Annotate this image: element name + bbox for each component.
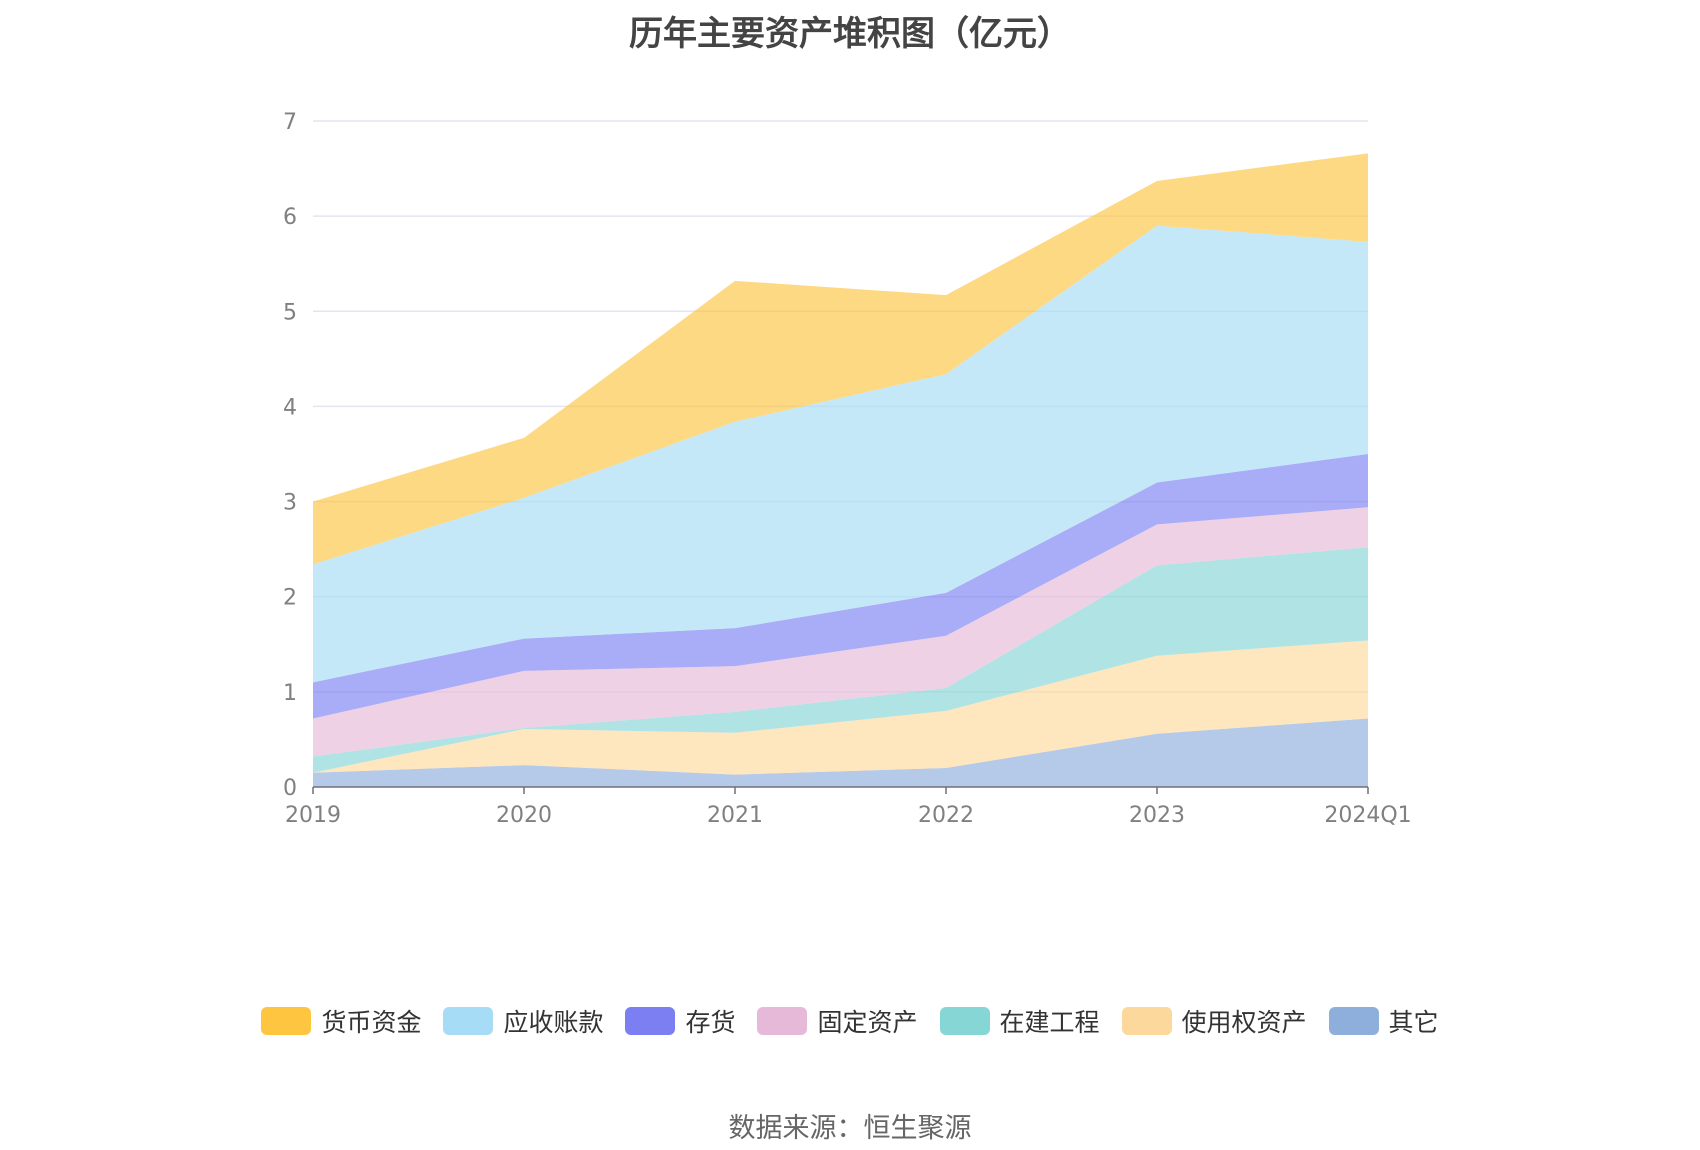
legend-label: 货币资金 <box>321 1008 422 1037</box>
y-tick-label: 7 <box>283 110 297 135</box>
legend-label: 其它 <box>1388 1008 1439 1037</box>
area-series-6 <box>313 153 1368 565</box>
x-tick-label: 2023 <box>1129 803 1185 828</box>
x-tick-label: 2021 <box>707 803 763 828</box>
legend-swatch <box>939 1007 990 1035</box>
legend-label: 应收账款 <box>503 1008 604 1037</box>
area-series-1 <box>313 640 1368 775</box>
legend-label: 固定资产 <box>817 1008 918 1037</box>
legend-label: 在建工程 <box>999 1008 1100 1037</box>
x-tick-labels: 2019 2020 2021 2022 2023 2024Q1 <box>285 803 1412 828</box>
legend-label: 存货 <box>685 1008 736 1037</box>
area-series-5 <box>313 225 1368 683</box>
y-tick-label: 1 <box>283 681 297 706</box>
x-axis <box>312 786 1369 794</box>
x-tick-label: 2020 <box>496 803 552 828</box>
legend-item[interactable]: 使用权资产 <box>1121 1003 1307 1039</box>
chart-title: 历年主要资产堆积图（亿元） <box>629 14 1071 54</box>
legend-swatch <box>757 1007 808 1035</box>
y-tick-label: 6 <box>283 205 297 230</box>
y-tick-label: 2 <box>283 586 297 611</box>
legend-label: 使用权资产 <box>1181 1008 1307 1037</box>
data-source-note: 数据来源：恒生聚源 <box>728 1113 972 1144</box>
area-series-4 <box>313 454 1368 719</box>
y-tick-label: 3 <box>283 491 297 516</box>
area-series-0 <box>313 718 1368 787</box>
x-tick-label: 2024Q1 <box>1324 803 1411 828</box>
x-tick-label: 2022 <box>918 803 974 828</box>
legend-swatch <box>625 1007 676 1035</box>
legend-swatch <box>1121 1007 1172 1035</box>
area-series-2 <box>313 547 1368 773</box>
legend-swatch <box>443 1007 494 1035</box>
y-tick-labels: 0 1 2 3 4 5 6 7 <box>283 110 297 801</box>
legend-swatch <box>1328 1007 1379 1035</box>
legend-swatch <box>261 1007 312 1035</box>
area-series <box>313 153 1368 787</box>
area-series-3 <box>313 507 1368 757</box>
y-tick-label: 4 <box>283 395 297 420</box>
legend-item[interactable]: 其它 <box>1328 1003 1439 1039</box>
legend-item[interactable]: 在建工程 <box>939 1003 1100 1039</box>
x-tick-label: 2019 <box>285 803 341 828</box>
legend-item[interactable]: 应收账款 <box>443 1003 603 1039</box>
y-tick-label: 5 <box>283 300 297 325</box>
legend-item[interactable]: 货币资金 <box>261 1003 421 1039</box>
y-tick-label: 0 <box>283 776 297 801</box>
legend-item[interactable]: 固定资产 <box>757 1003 918 1039</box>
legend: 货币资金 应收账款 存货 固定资产 在建工程 使用权资产 其它 <box>0 1003 1700 1039</box>
legend-item[interactable]: 存货 <box>625 1003 735 1039</box>
